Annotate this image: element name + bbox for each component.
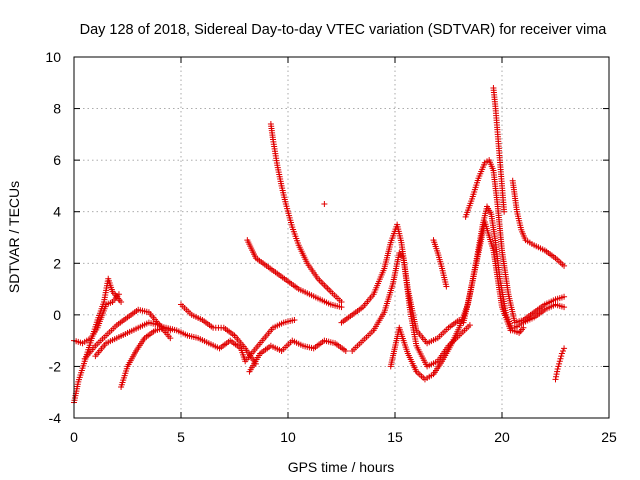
data-point	[554, 366, 561, 373]
data-point	[501, 208, 508, 215]
x-tick-label: 15	[387, 429, 403, 445]
x-tick-label: 25	[601, 429, 617, 445]
x-tick-label: 0	[70, 429, 78, 445]
y-axis-label: SDTVAR / TECUs	[6, 181, 22, 293]
y-tick-label: 10	[45, 49, 61, 65]
y-tick-label: 4	[53, 204, 61, 220]
data-point	[553, 373, 560, 380]
data-point	[338, 304, 345, 311]
y-tick-label: -2	[49, 358, 62, 374]
data-point	[167, 335, 174, 342]
grid	[74, 57, 609, 418]
axis-ticks: 0 5 10 15 20 25 -4 -2 0 2 4 6 8 10	[45, 49, 617, 445]
data-point	[555, 363, 562, 370]
chart-title: Day 128 of 2018, Sidereal Day-to-day VTE…	[80, 22, 608, 38]
data-point	[557, 355, 564, 362]
data-point	[552, 376, 559, 383]
data-point	[561, 262, 568, 269]
data-point	[561, 345, 568, 352]
y-tick-label: 2	[53, 255, 61, 271]
data-point	[338, 298, 345, 305]
plot-frame	[73, 56, 610, 419]
data-point	[554, 368, 561, 375]
data-point	[553, 371, 560, 378]
data-point	[321, 200, 328, 207]
data-point	[559, 347, 566, 354]
data-point	[520, 324, 527, 331]
data-point	[118, 298, 125, 305]
data-point	[342, 347, 349, 354]
data-point	[466, 322, 473, 329]
data-point	[561, 304, 568, 311]
data-point	[556, 360, 563, 367]
x-tick-label: 10	[280, 429, 296, 445]
x-axis-label: GPS time / hours	[288, 459, 395, 475]
data-point	[558, 353, 565, 360]
data-point	[556, 358, 563, 365]
data-marks	[71, 84, 568, 406]
data-point	[443, 283, 450, 290]
data-point	[558, 350, 565, 357]
y-tick-label: 6	[53, 152, 61, 168]
data-point	[291, 317, 298, 324]
y-tick-label: 0	[53, 307, 61, 323]
y-tick-label: -4	[49, 410, 62, 426]
x-tick-label: 5	[177, 429, 185, 445]
y-tick-label: 8	[53, 101, 61, 117]
x-tick-label: 20	[494, 429, 510, 445]
data-point	[561, 293, 568, 300]
